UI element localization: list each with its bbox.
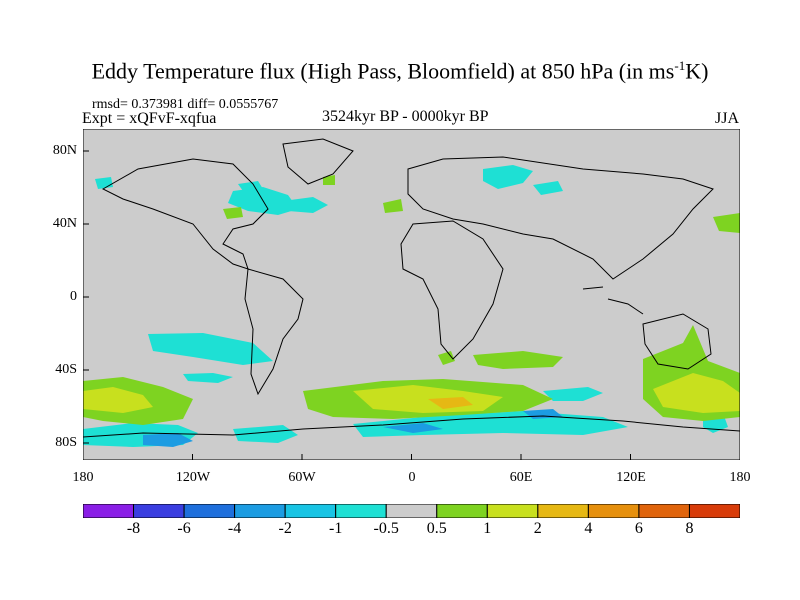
colorbar-swatch — [587, 504, 640, 518]
lon-label-180w: 180 — [72, 470, 94, 485]
anomaly-patch — [233, 425, 298, 443]
colorbar-label: 6 — [634, 520, 643, 537]
lat-label-40n: 40N — [52, 216, 77, 231]
colorbar-label: 4 — [584, 520, 593, 537]
colorbar-label: -8 — [126, 520, 141, 537]
plot-title: Eddy Temperature flux (High Pass, Bloomf… — [91, 58, 709, 84]
map-plot — [83, 129, 740, 460]
colorbar-swatch — [537, 504, 589, 518]
anomaly-patch — [473, 351, 563, 369]
colorbar-label: 1 — [483, 520, 492, 537]
australia-coast — [642, 313, 712, 370]
lat-label-0: 0 — [70, 289, 77, 304]
axis-ticks — [83, 150, 740, 460]
anomaly-patch — [95, 177, 113, 189]
stats-label: rmsd= 0.373981 diff= 0.0555767 — [92, 97, 279, 112]
colorbar-label: 0.5 — [426, 520, 447, 537]
north-america-coast — [101, 158, 269, 270]
maritime-continent-coast — [582, 286, 644, 315]
colorbar-swatch — [183, 504, 236, 518]
colorbar-swatch — [234, 504, 286, 518]
colorbar-label: -6 — [177, 520, 191, 537]
south-america-coast — [244, 268, 304, 396]
anomaly-patch — [183, 373, 233, 383]
colorbar-swatch — [436, 504, 488, 518]
experiment-label: Expt = xQFvF-xqfua — [82, 110, 217, 127]
greenland-coast — [282, 138, 354, 185]
anomaly-patch — [283, 197, 328, 213]
colorbar-swatch — [83, 504, 135, 518]
colorbar-label: 8 — [685, 520, 694, 537]
colorbar-swatch — [638, 504, 690, 518]
colorbar-label: -4 — [227, 520, 242, 537]
lon-label-60w: 60W — [288, 470, 316, 485]
anomaly-patch — [483, 165, 533, 189]
anomaly-patch — [428, 397, 473, 409]
lon-label-0: 0 — [408, 470, 416, 485]
anomaly-patch — [148, 333, 273, 365]
anomaly-patch — [83, 387, 153, 413]
antarctica-coast — [83, 415, 740, 438]
anomaly-patch — [713, 213, 740, 233]
anomaly-patch — [543, 387, 603, 401]
colorbar-swatch — [688, 504, 740, 518]
colorbar — [83, 504, 740, 518]
anomaly-patch — [143, 433, 193, 447]
anomaly-patch — [533, 181, 563, 195]
anomaly-patch — [323, 175, 335, 185]
lon-label-180e: 180 — [729, 470, 751, 485]
lon-label-120e: 120E — [616, 470, 646, 485]
colorbar-label: -0.5 — [373, 520, 399, 537]
colorbar-swatch — [385, 504, 438, 518]
colorbar-swatch — [486, 504, 539, 518]
eurasia-coast — [407, 156, 714, 280]
coastlines — [83, 138, 740, 438]
anomaly-patch — [383, 199, 403, 213]
anomaly-patch — [383, 423, 443, 433]
colorbar-label: -2 — [278, 520, 292, 537]
lon-label-60e: 60E — [509, 470, 533, 485]
season-label: JJA — [715, 110, 740, 127]
lat-label-80s: 80S — [55, 435, 77, 450]
anomaly-patch — [653, 373, 740, 413]
colorbar-swatch — [284, 504, 337, 518]
lon-label-120w: 120W — [175, 470, 211, 485]
anomaly-patch — [438, 351, 455, 365]
lat-label-40s: 40S — [55, 362, 77, 377]
period-label: 3524kyr BP - 0000kyr BP — [322, 108, 489, 125]
africa-coast — [400, 220, 504, 360]
colorbar-swatch — [335, 504, 387, 518]
anomaly-patch — [238, 181, 263, 191]
lat-label-80n: 80N — [52, 143, 77, 158]
colorbar-label: -1 — [329, 520, 343, 537]
anomaly-patch — [223, 207, 243, 219]
colorbar-label: 2 — [533, 520, 542, 537]
colorbar-swatch — [133, 504, 185, 518]
